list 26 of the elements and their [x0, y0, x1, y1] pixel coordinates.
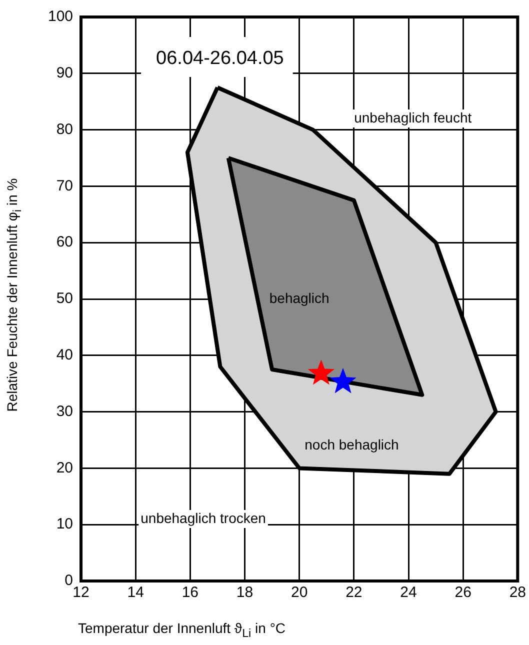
- annotation: noch behaglich: [304, 436, 399, 452]
- y-tick-label: 0: [64, 572, 74, 590]
- y-tick-label: 10: [56, 516, 74, 533]
- x-tick-label: 16: [182, 584, 199, 602]
- x-tick-label: 22: [346, 584, 362, 602]
- x-tick-label: 28: [509, 584, 526, 602]
- y-tick-label: 70: [56, 177, 74, 194]
- annotation: unbehaglich feucht: [354, 109, 472, 126]
- x-axis-title: Temperatur der Innenluft ϑ$_{Li}$ in °C: [78, 620, 286, 640]
- y-tick-label: 90: [56, 64, 74, 82]
- x-tick-label: 18: [236, 584, 254, 602]
- text: 06.04-26.04.05: [156, 48, 284, 70]
- x-tick-label: 14: [127, 584, 144, 602]
- x-tick-label: 12: [72, 584, 90, 602]
- y-tick-label: 20: [56, 459, 74, 476]
- x-tick-label: 24: [400, 584, 417, 602]
- annotation: behaglich: [269, 290, 330, 306]
- y-tick-label: 50: [56, 290, 74, 308]
- y-tick-label: 30: [56, 402, 74, 420]
- y-tick-label: 80: [56, 120, 74, 138]
- x-tick-label: 26: [454, 584, 472, 602]
- x-tick-label: 20: [291, 584, 308, 602]
- y-tick-label: 40: [56, 346, 74, 364]
- annotation: unbehaglich trocken: [140, 510, 266, 526]
- y-tick-label: 100: [48, 8, 74, 26]
- y-tick-label: 60: [56, 234, 74, 251]
